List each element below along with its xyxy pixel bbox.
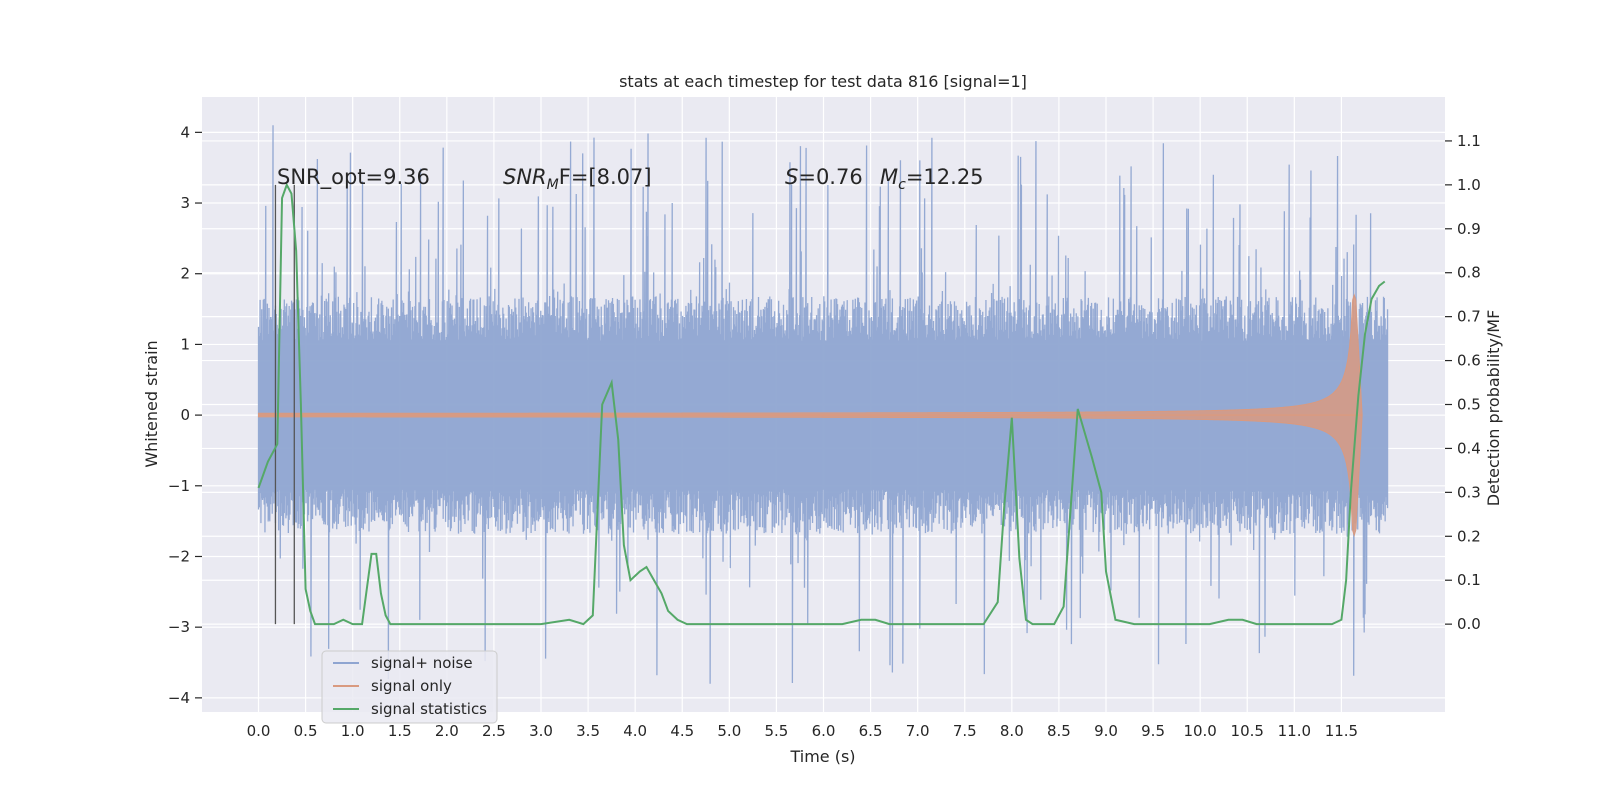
y-right-tick-label: 0.2 xyxy=(1457,527,1481,545)
x-tick-label: 3.0 xyxy=(529,722,553,740)
tick-labels: 0.0 0.5 1.0 1.5 2.0 2.5 3.0 3.5 4.0 4.5 5.0 5.5 6.0 6… xyxy=(168,123,1481,740)
signal-statistics-series xyxy=(257,182,1386,626)
x-tick-label: 2.0 xyxy=(435,722,459,740)
x-tick-label: 5.0 xyxy=(717,722,741,740)
x-tick-label: 9.5 xyxy=(1141,722,1165,740)
x-tick-label: 7.5 xyxy=(953,722,977,740)
y-right-tick-label: 0.6 xyxy=(1457,352,1481,370)
x-tick-label: 4.0 xyxy=(623,722,647,740)
snr-opt-annotation: SNR_opt=9.36 xyxy=(277,165,430,190)
y-right-tick-label: 0.1 xyxy=(1457,571,1481,589)
y-right-tick-label: 0.7 xyxy=(1457,308,1481,326)
mc-subscript: c xyxy=(898,177,906,193)
y-right-tick-label: 0.3 xyxy=(1457,483,1481,501)
x-tick-label: 4.5 xyxy=(670,722,694,740)
snr-mf-symbol: SNR xyxy=(503,165,547,189)
y-right-tick-label: 1.0 xyxy=(1457,176,1481,194)
y-tick-label: 2 xyxy=(180,265,190,283)
legend-label-signal-noise: signal+ noise xyxy=(371,654,473,672)
x-tick-label: 8.0 xyxy=(1000,722,1024,740)
y-right-tick-label: 0.4 xyxy=(1457,439,1481,457)
y-tick-label: −2 xyxy=(168,547,190,565)
y-right-tick-label: 0.8 xyxy=(1457,264,1481,282)
x-tick-label: 3.5 xyxy=(576,722,600,740)
x-tick-label: 10.0 xyxy=(1183,722,1216,740)
s-symbol: S xyxy=(785,165,798,189)
x-tick-label: 8.5 xyxy=(1047,722,1071,740)
signal-noise-trace xyxy=(257,125,1389,684)
chart-title: stats at each timestep for test data 816… xyxy=(619,72,1027,91)
y-axis-label: Whitened strain xyxy=(142,340,161,467)
snr-mf-subscript: M xyxy=(547,177,559,193)
y-right-tick-label: 0.0 xyxy=(1457,615,1481,633)
x-tick-label: 1.0 xyxy=(341,722,365,740)
x-tick-label: 1.5 xyxy=(388,722,412,740)
y-tick-label: −4 xyxy=(168,689,190,707)
legend: signal+ noise signal only signal statist… xyxy=(321,650,498,724)
y-tick-label: −1 xyxy=(168,477,190,495)
y-right-tick-label: 0.5 xyxy=(1457,396,1481,414)
y-tick-label: 0 xyxy=(180,406,190,424)
x-tick-label: 9.0 xyxy=(1094,722,1118,740)
vertical-markers xyxy=(274,184,295,625)
y-right-tick-label: 1.1 xyxy=(1457,132,1481,150)
mc-annotation: Mc=12.25 xyxy=(880,165,984,193)
x-tick-label: 6.5 xyxy=(859,722,883,740)
x-tick-label: 2.5 xyxy=(482,722,506,740)
y-tick-label: −3 xyxy=(168,618,190,636)
legend-box xyxy=(321,650,498,724)
snr-mf-value: F=[8.07] xyxy=(559,165,652,189)
x-tick-label: 7.0 xyxy=(906,722,930,740)
x-tick-label: 0.5 xyxy=(294,722,318,740)
x-tick-label: 0.0 xyxy=(247,722,271,740)
x-tick-label: 10.5 xyxy=(1231,722,1264,740)
y-axis-right-label: Detection probability/MF xyxy=(1484,310,1503,507)
y-tick-label: 3 xyxy=(180,194,190,212)
x-tick-label: 5.5 xyxy=(764,722,788,740)
x-axis-label: Time (s) xyxy=(789,747,855,766)
mc-value: =12.25 xyxy=(906,165,984,189)
y-tick-label: 1 xyxy=(180,335,190,353)
legend-label-signal-statistics: signal statistics xyxy=(371,700,487,718)
signal-statistics-line xyxy=(257,182,1386,626)
mc-symbol: M xyxy=(880,165,898,189)
x-tick-label: 6.0 xyxy=(812,722,836,740)
x-tick-label: 11.0 xyxy=(1278,722,1311,740)
y-right-tick-label: 0.9 xyxy=(1457,220,1481,238)
legend-label-signal-only: signal only xyxy=(371,677,452,695)
s-annotation: S=0.76 xyxy=(785,165,863,189)
snr-mf-annotation: SNRMF=[8.07] xyxy=(503,165,652,193)
x-tick-label: 11.5 xyxy=(1325,722,1358,740)
signal-noise-series xyxy=(257,125,1389,684)
s-value: =0.76 xyxy=(798,165,862,189)
signal-only-series xyxy=(258,293,1363,537)
y-tick-label: 4 xyxy=(180,123,190,141)
